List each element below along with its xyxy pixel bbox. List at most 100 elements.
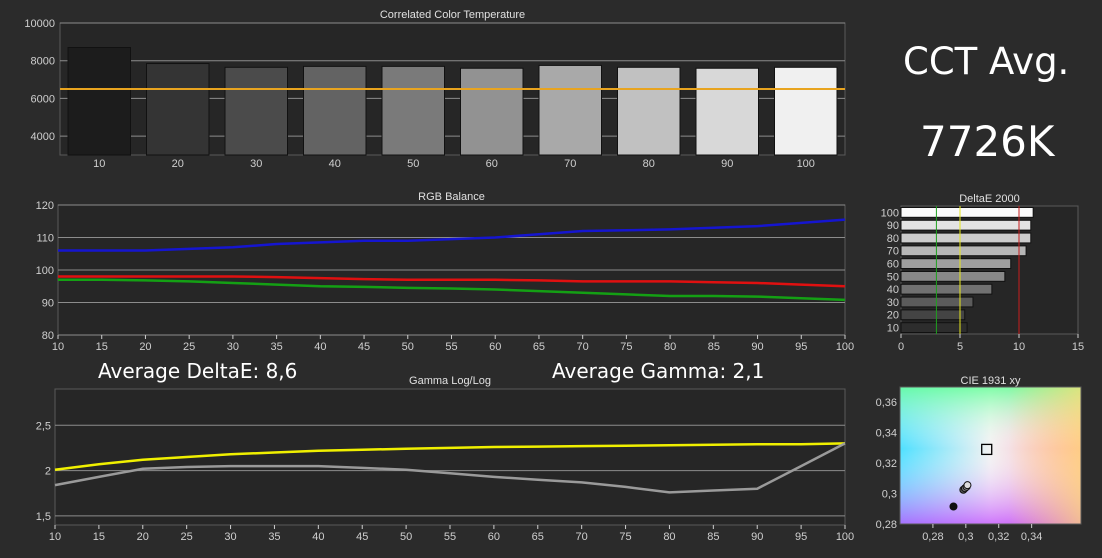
rgb-series-line	[58, 218, 846, 252]
cct-ytick-label: 6000	[31, 93, 55, 105]
cie-xtick-label: 0,3	[958, 531, 973, 543]
deltae-ytick-label: 90	[887, 220, 899, 232]
cie-measured-point	[949, 502, 958, 511]
rgb-xtick-label: 60	[489, 341, 501, 353]
average-deltae: Average DeltaE: 8,6	[98, 359, 298, 383]
rgb-xtick-label: 85	[708, 341, 720, 353]
deltae-ytick-label: 30	[887, 297, 899, 309]
gamma-ytick-label: 2,5	[36, 420, 51, 432]
rgb-xtick-label: 35	[270, 341, 282, 353]
cie-target-marker	[981, 443, 993, 456]
rgb-xtick-label: 95	[795, 341, 807, 353]
cct-bar	[538, 64, 602, 156]
cie-ytick-label: 0,36	[876, 397, 897, 409]
rgb-xtick-label: 40	[314, 341, 326, 353]
cct-bar	[460, 67, 524, 156]
deltae-xtick-label: 0	[898, 341, 904, 353]
cct-xtick-label: 10	[93, 158, 105, 170]
gamma-xtick-label: 20	[137, 531, 149, 543]
cie-xtick-label: 0,32	[988, 531, 1009, 543]
rgb-xtick-label: 50	[402, 341, 414, 353]
deltae-ytick-label: 40	[887, 284, 899, 296]
cct-xtick-label: 30	[250, 158, 262, 170]
gamma-chart: Gamma Log/Log 1,5 2 2,5 10 15 20 25 30 35 40 45 50 55…	[36, 375, 854, 543]
cct-ytick-label: 8000	[31, 56, 55, 68]
rgb-xtick-label: 10	[52, 341, 64, 353]
deltae-xtick-label: 5	[957, 341, 963, 353]
gamma-xtick-label: 15	[93, 531, 105, 543]
deltae-ytick-label: 80	[887, 233, 899, 245]
deltae-bar	[900, 283, 993, 295]
gamma-xtick-label: 50	[400, 531, 412, 543]
rgb-series-line	[58, 278, 846, 302]
rgb-xtick-label: 45	[358, 341, 370, 353]
deltae-bar	[900, 271, 1006, 282]
rgb-xtick-label: 25	[183, 341, 195, 353]
cie-title: CIE 1931 xy	[961, 375, 1021, 387]
rgb-ytick-label: 110	[36, 233, 54, 245]
rgb-xtick-label: 55	[445, 341, 457, 353]
deltae-bar	[900, 309, 966, 321]
cie-gamut-highlight	[899, 386, 1082, 525]
cct-bar	[774, 66, 838, 156]
cct-ytick-label: 10000	[24, 18, 55, 30]
cct-ytick-label: 4000	[31, 131, 55, 143]
cie-chart: CIE 1931 xy 0,28 0,3 0,32 0,34 0,36 0,28 0,3 0,3…	[876, 375, 1082, 543]
cct-xtick-label: 90	[721, 158, 733, 170]
rgb-ytick-label: 120	[36, 200, 54, 212]
rgb-title: RGB Balance	[418, 191, 485, 203]
gamma-xtick-label: 25	[181, 531, 193, 543]
deltae-bar	[900, 232, 1032, 244]
gamma-ytick-label: 2	[45, 466, 51, 478]
cct-bar	[224, 66, 288, 156]
rgb-balance-chart: RGB Balance 80 90 100 110 120 10 15 20 25 30 35 40 45…	[36, 191, 855, 353]
cie-ytick-label: 0,32	[876, 458, 897, 470]
cct-chart: Correlated Color Temperature 4000 6000 8000…	[24, 9, 846, 170]
cct-bar	[695, 67, 759, 156]
gamma-xtick-label: 70	[576, 531, 588, 543]
rgb-xtick-label: 20	[139, 341, 151, 353]
cct-xtick-label: 60	[486, 158, 498, 170]
gamma-xtick-label: 65	[532, 531, 544, 543]
gamma-xtick-label: 80	[663, 531, 675, 543]
rgb-xtick-label: 75	[620, 341, 632, 353]
rgb-xtick-label: 15	[96, 341, 108, 353]
deltae-ytick-label: 10	[887, 323, 899, 335]
gamma-xtick-label: 55	[444, 531, 456, 543]
gamma-series-line	[54, 442, 846, 471]
gamma-xtick-label: 90	[751, 531, 763, 543]
cct-xtick-label: 50	[407, 158, 419, 170]
rgb-xtick-label: 30	[227, 341, 239, 353]
cct-avg-label: CCT Avg.	[903, 40, 1070, 83]
deltae-bar	[900, 322, 968, 334]
cie-xtick-label: 0,28	[922, 531, 943, 543]
deltae-bar	[900, 219, 1032, 231]
deltae-xtick-label: 10	[1013, 341, 1025, 353]
rgb-xtick-label: 100	[836, 341, 854, 353]
deltae-ytick-label: 70	[887, 246, 899, 258]
deltae-bar	[900, 258, 1012, 270]
rgb-xtick-label: 70	[577, 341, 589, 353]
rgb-xtick-label: 65	[533, 341, 545, 353]
gamma-xtick-label: 60	[488, 531, 500, 543]
deltae-ytick-label: 50	[887, 271, 899, 283]
gamma-series-line	[54, 442, 846, 494]
rgb-ytick-label: 80	[42, 330, 54, 342]
deltae-ytick-label: 60	[887, 259, 899, 271]
gamma-xtick-label: 45	[356, 531, 368, 543]
gamma-xtick-label: 95	[795, 531, 807, 543]
rgb-xtick-label: 80	[664, 341, 676, 353]
gamma-xtick-label: 85	[707, 531, 719, 543]
deltae-bar	[900, 207, 1034, 218]
cct-avg-value: 7726K	[920, 117, 1055, 166]
cct-bar	[303, 65, 367, 156]
gamma-xtick-label: 35	[268, 531, 280, 543]
cct-xtick-label: 100	[797, 158, 815, 170]
rgb-ytick-label: 100	[36, 265, 54, 277]
deltae-xtick-label: 15	[1072, 341, 1084, 353]
cct-xtick-label: 80	[643, 158, 655, 170]
gamma-ytick-label: 1,5	[36, 511, 51, 523]
cct-bar	[67, 47, 131, 156]
